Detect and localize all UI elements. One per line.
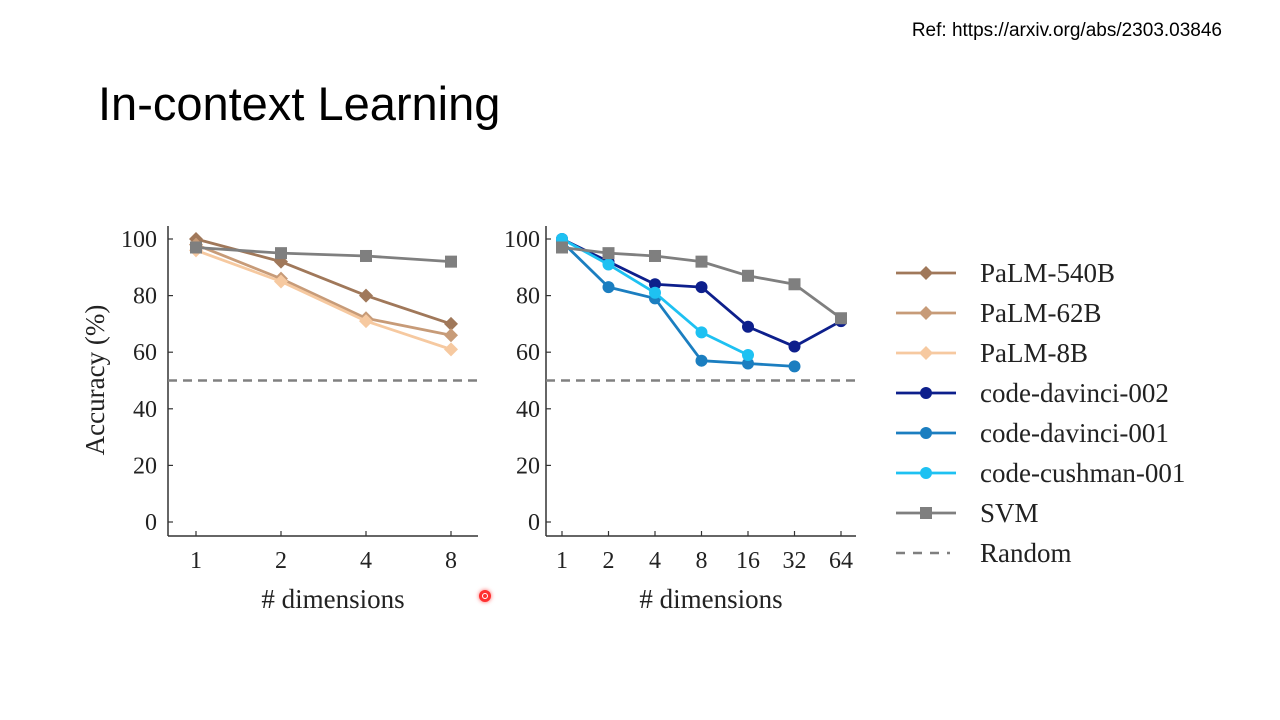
x-axis-label: # dimensions	[261, 584, 404, 614]
x-tick-label: 8	[696, 548, 708, 574]
series-line-palm-540b	[195, 237, 452, 326]
legend-marker	[919, 346, 933, 360]
y-tick-label: 100	[504, 227, 540, 253]
y-tick-label: 100	[121, 227, 157, 253]
legend-label: PaLM-8B	[980, 338, 1088, 368]
data-point-palm-8b	[359, 314, 373, 329]
series-line-palm-8b	[195, 249, 452, 351]
legend-item-code-davinci-001: code-davinci-001	[896, 418, 1169, 448]
laser-pointer	[479, 590, 491, 602]
legend-marker	[920, 507, 932, 519]
legend-marker	[920, 427, 932, 439]
data-point-svm	[360, 249, 372, 262]
x-tick-label: 16	[736, 548, 760, 574]
data-point-svm	[835, 312, 847, 325]
legend-item-code-cushman-001: code-cushman-001	[896, 458, 1185, 488]
legend: PaLM-540B PaLM-62B PaLM-8B code-davinci-002…	[896, 258, 1185, 568]
y-tick-label: 80	[133, 284, 157, 310]
data-point-palm-62b	[444, 328, 458, 343]
slide-title: In-context Learning	[98, 77, 501, 130]
series-line-code-davinci-001	[561, 240, 795, 368]
x-tick-label: 8	[445, 548, 457, 574]
data-point-svm	[556, 241, 568, 254]
data-point-code-davinci-001	[602, 281, 615, 294]
y-tick-label: 60	[133, 340, 157, 366]
y-tick-label: 40	[133, 397, 157, 423]
legend-label: code-cushman-001	[980, 458, 1185, 488]
chart-panel-2: 0 20 40 60 80 100 1 2 4 8 16 32 64 # dimensions	[504, 226, 856, 614]
x-tick-label: 64	[829, 548, 853, 574]
data-point-svm	[695, 255, 708, 268]
data-point-svm	[649, 249, 661, 262]
y-tick-label: 80	[516, 284, 540, 310]
legend-item-palm-8b: PaLM-8B	[896, 338, 1088, 368]
data-point-code-cushman-001	[649, 286, 661, 299]
x-tick-label: 32	[783, 548, 807, 574]
data-point-svm	[602, 247, 615, 260]
data-point-svm	[445, 255, 457, 268]
legend-marker	[920, 467, 932, 479]
data-point-palm-8b	[274, 274, 288, 289]
legend-label: SVM	[980, 498, 1039, 528]
x-axis-label: # dimensions	[639, 584, 782, 614]
series-line-palm-62b	[195, 243, 452, 337]
legend-item-svm: SVM	[896, 498, 1039, 528]
series-line-svm	[195, 246, 452, 264]
data-point-code-cushman-001	[695, 326, 708, 339]
legend-label: PaLM-62B	[980, 298, 1102, 328]
y-axis-label: Accuracy (%)	[80, 305, 110, 456]
y-tick-label: 20	[133, 453, 157, 479]
legend-marker	[920, 387, 932, 399]
legend-label: code-davinci-001	[980, 418, 1169, 448]
y-tick-label: 20	[516, 453, 540, 479]
data-point-code-cushman-001	[742, 349, 754, 362]
legend-label: PaLM-540B	[980, 258, 1115, 288]
data-point-svm	[275, 247, 287, 260]
legend-item-random: Random	[896, 538, 1072, 568]
y-tick-label: 0	[528, 510, 540, 536]
y-tick-label: 40	[516, 397, 540, 423]
data-point-code-davinci-001	[788, 360, 801, 373]
data-point-svm	[190, 241, 202, 254]
data-point-palm-8b	[444, 342, 458, 357]
data-point-code-cushman-001	[602, 258, 615, 271]
data-point-palm-540b	[359, 288, 373, 303]
data-point-code-davinci-002	[788, 340, 801, 353]
legend-item-palm-540b: PaLM-540B	[896, 258, 1115, 288]
legend-marker	[919, 266, 933, 280]
legend-item-palm-62b: PaLM-62B	[896, 298, 1102, 328]
x-tick-label: 1	[190, 548, 202, 574]
x-tick-label: 2	[603, 548, 615, 574]
x-tick-label: 2	[275, 548, 287, 574]
chart-panel-1: 0 20 40 60 80 100 1 2 4 8 # dimensions Accuracy (%)	[80, 226, 478, 614]
reference-link[interactable]: Ref: https://arxiv.org/abs/2303.03846	[911, 20, 1222, 41]
legend-label: Random	[980, 538, 1072, 568]
data-point-code-davinci-001	[742, 357, 754, 370]
y-tick-label: 0	[145, 510, 157, 536]
data-point-code-davinci-002	[695, 281, 708, 294]
data-point-code-davinci-002	[742, 320, 754, 333]
y-tick-label: 60	[516, 340, 540, 366]
x-tick-label: 4	[360, 548, 372, 574]
data-point-code-davinci-002	[649, 278, 661, 291]
legend-label: code-davinci-002	[980, 378, 1169, 408]
data-point-svm	[788, 278, 801, 291]
x-tick-label: 4	[649, 548, 661, 574]
data-point-svm	[742, 269, 754, 282]
x-tick-label: 1	[556, 548, 568, 574]
data-point-code-davinci-001	[695, 354, 708, 367]
data-point-palm-540b	[444, 316, 458, 331]
legend-item-code-davinci-002: code-davinci-002	[896, 378, 1169, 408]
legend-marker	[919, 306, 933, 320]
